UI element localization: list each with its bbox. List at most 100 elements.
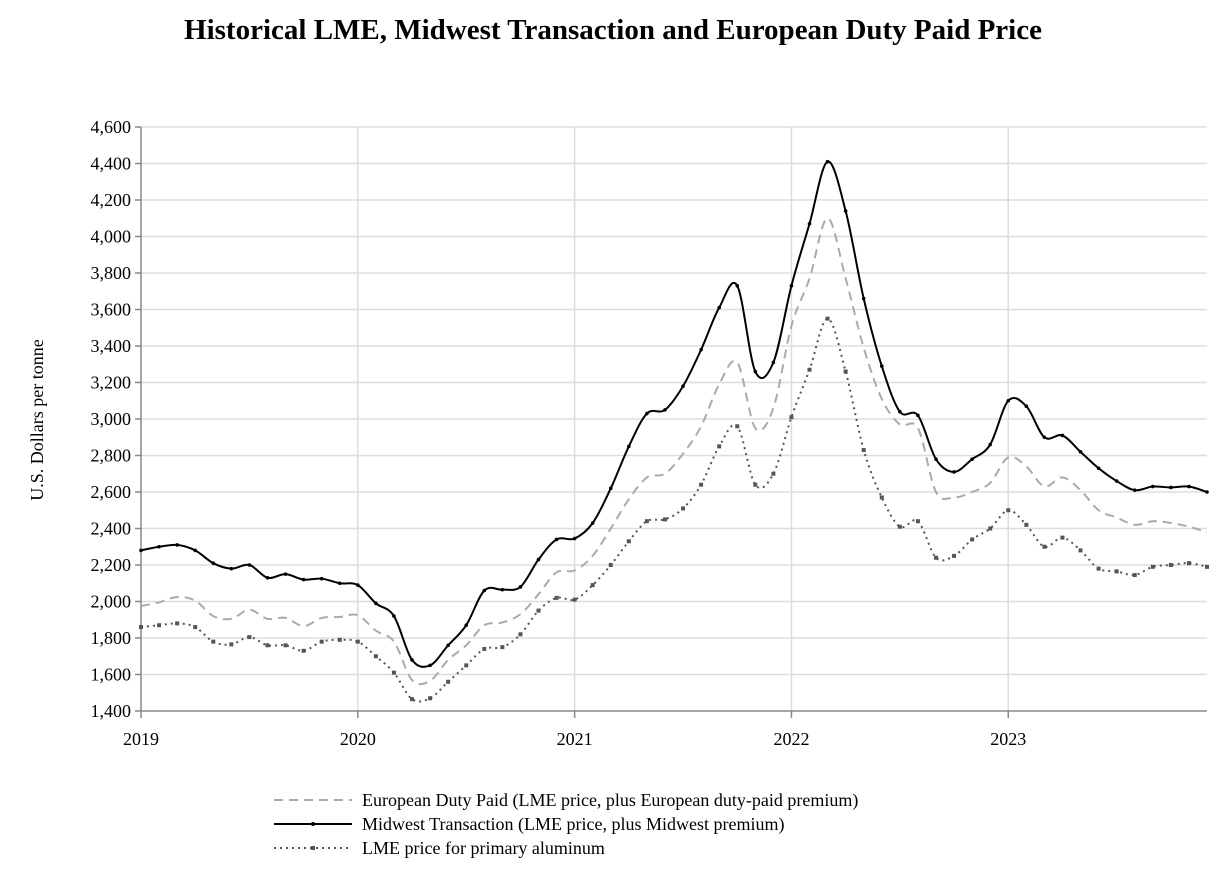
- series-line-midwest-transaction: [140, 160, 1208, 668]
- y-tick-label: 4,600: [91, 117, 132, 137]
- data-point-midwest-transaction: [627, 444, 631, 449]
- data-point-lme-price: [193, 625, 198, 630]
- x-tick-label: 2022: [773, 729, 809, 749]
- data-point-midwest-transaction: [608, 486, 613, 491]
- gridlines: [141, 126, 1207, 711]
- data-point-lme-price: [229, 642, 234, 647]
- data-point-lme-price: [1114, 569, 1119, 574]
- y-tick-label: 3,400: [91, 336, 132, 356]
- data-point-lme-price: [247, 635, 252, 640]
- data-point-lme-price: [1096, 566, 1101, 571]
- data-point-lme-price: [175, 621, 180, 626]
- chart-title: Historical LME, Midwest Transaction and …: [184, 14, 1042, 46]
- x-tick-label: 2020: [340, 729, 376, 749]
- y-tick-label: 3,600: [91, 300, 132, 320]
- y-tick-label: 2,800: [91, 446, 132, 466]
- data-point-lme-price: [1168, 563, 1173, 567]
- data-point-midwest-transaction: [1187, 484, 1191, 489]
- legend-swatch-european: [274, 799, 352, 801]
- data-point-midwest-transaction: [825, 159, 830, 164]
- data-point-lme-price: [590, 583, 595, 588]
- data-point-midwest-transaction: [970, 457, 974, 461]
- data-point-lme-price: [211, 639, 216, 644]
- data-point-lme-price: [1186, 561, 1191, 566]
- data-point-midwest-transaction: [879, 364, 884, 368]
- data-point-midwest-transaction: [319, 576, 324, 581]
- data-point-lme-price: [699, 482, 704, 487]
- y-tick-label: 4,200: [91, 190, 132, 210]
- data-point-midwest-transaction: [934, 457, 938, 461]
- data-point-midwest-transaction: [1060, 433, 1065, 438]
- data-point-midwest-transaction: [337, 581, 342, 586]
- data-point-midwest-transaction: [1096, 466, 1101, 471]
- y-tick-label: 4,000: [91, 227, 132, 247]
- data-point-lme-price: [753, 482, 758, 487]
- y-tick-label: 2,600: [91, 482, 132, 502]
- data-point-midwest-transaction: [789, 283, 794, 288]
- y-tick-label: 3,000: [91, 409, 132, 429]
- data-point-lme-price: [1042, 544, 1047, 549]
- data-point-midwest-transaction: [952, 470, 956, 474]
- data-point-lme-price: [319, 639, 324, 644]
- data-point-midwest-transaction: [554, 537, 559, 542]
- data-point-lme-price: [373, 654, 378, 659]
- data-point-midwest-transaction: [1132, 488, 1137, 492]
- y-tick-label: 3,800: [91, 263, 132, 283]
- data-point-midwest-transaction: [1169, 485, 1173, 490]
- data-point-lme-price: [843, 369, 848, 374]
- data-point-lme-price: [428, 696, 433, 701]
- data-point-midwest-transaction: [482, 588, 487, 593]
- data-point-lme-price: [681, 506, 686, 511]
- legend-item-european: European Duty Paid (LME price, plus Euro…: [272, 788, 858, 812]
- axes: 1,400 1,600 1,800 2,000 2,200 2,400 2,600 2,800…: [91, 117, 1207, 749]
- y-tick-label: 4,400: [91, 154, 132, 174]
- y-tick-label: 3,200: [91, 373, 132, 393]
- data-point-midwest-transaction: [645, 411, 649, 416]
- data-point-midwest-transaction: [356, 583, 360, 587]
- data-point-midwest-transaction: [265, 575, 270, 580]
- y-tick-label: 1,600: [91, 665, 132, 685]
- data-point-midwest-transaction: [374, 601, 378, 606]
- data-point-lme-price: [482, 646, 487, 651]
- data-point-midwest-transaction: [428, 663, 432, 668]
- data-point-midwest-transaction: [175, 543, 179, 547]
- data-point-lme-price: [518, 632, 523, 637]
- x-tick-label: 2019: [123, 729, 159, 749]
- data-point-midwest-transaction: [392, 614, 396, 618]
- x-tick-label: 2021: [557, 729, 593, 749]
- data-point-lme-price: [1060, 535, 1065, 540]
- data-point-midwest-transaction: [139, 548, 143, 553]
- data-point-midwest-transaction: [1205, 490, 1209, 494]
- data-point-lme-price: [536, 608, 541, 613]
- data-point-midwest-transaction: [572, 536, 577, 541]
- data-point-lme-price: [717, 444, 722, 449]
- y-axis-label: U.S. Dollars per tonne: [27, 339, 47, 500]
- data-point-lme-price: [1150, 564, 1155, 569]
- data-point-midwest-transaction: [446, 643, 450, 648]
- x-tick-label: 2023: [990, 729, 1026, 749]
- series-line-lme-price: [140, 317, 1208, 703]
- data-point-lme-price: [807, 367, 812, 372]
- data-point-lme-price: [500, 645, 505, 650]
- data-point-lme-price: [915, 519, 920, 524]
- data-point-lme-price: [283, 643, 288, 648]
- data-point-midwest-transaction: [807, 221, 812, 226]
- data-point-lme-price: [572, 597, 577, 602]
- data-point-lme-price: [391, 670, 396, 675]
- data-point-midwest-transaction: [1042, 435, 1047, 440]
- data-point-midwest-transaction: [898, 409, 902, 414]
- data-point-lme-price: [410, 697, 415, 702]
- data-point-lme-price: [608, 563, 613, 567]
- data-point-midwest-transaction: [1078, 450, 1083, 454]
- data-point-lme-price: [626, 539, 631, 544]
- data-point-midwest-transaction: [193, 548, 198, 553]
- data-point-lme-price: [554, 595, 559, 600]
- data-point-lme-price: [1078, 548, 1083, 553]
- y-tick-label: 2,400: [91, 519, 132, 539]
- legend: European Duty Paid (LME price, plus Euro…: [272, 788, 858, 860]
- legend-label-lme: LME price for primary aluminum: [362, 837, 605, 858]
- data-point-midwest-transaction: [229, 566, 234, 571]
- data-point-midwest-transaction: [1006, 398, 1011, 403]
- data-point-midwest-transaction: [988, 442, 992, 447]
